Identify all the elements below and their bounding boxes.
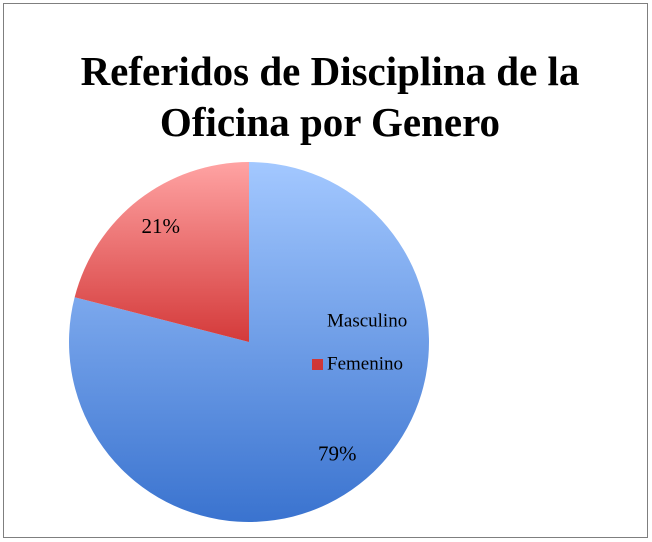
legend-label: Masculino bbox=[327, 310, 407, 331]
pie-slice bbox=[69, 162, 430, 522]
legend-swatch bbox=[312, 359, 323, 370]
chart-border bbox=[3, 3, 648, 538]
chart-title: Referidos de Disciplina de la Oficina po… bbox=[80, 48, 580, 145]
data-label: 21% bbox=[141, 214, 180, 238]
legend-label: Femenino bbox=[327, 353, 403, 374]
legend-swatch bbox=[312, 316, 323, 327]
pie-slice bbox=[74, 162, 249, 342]
data-label: 79% bbox=[318, 442, 357, 466]
